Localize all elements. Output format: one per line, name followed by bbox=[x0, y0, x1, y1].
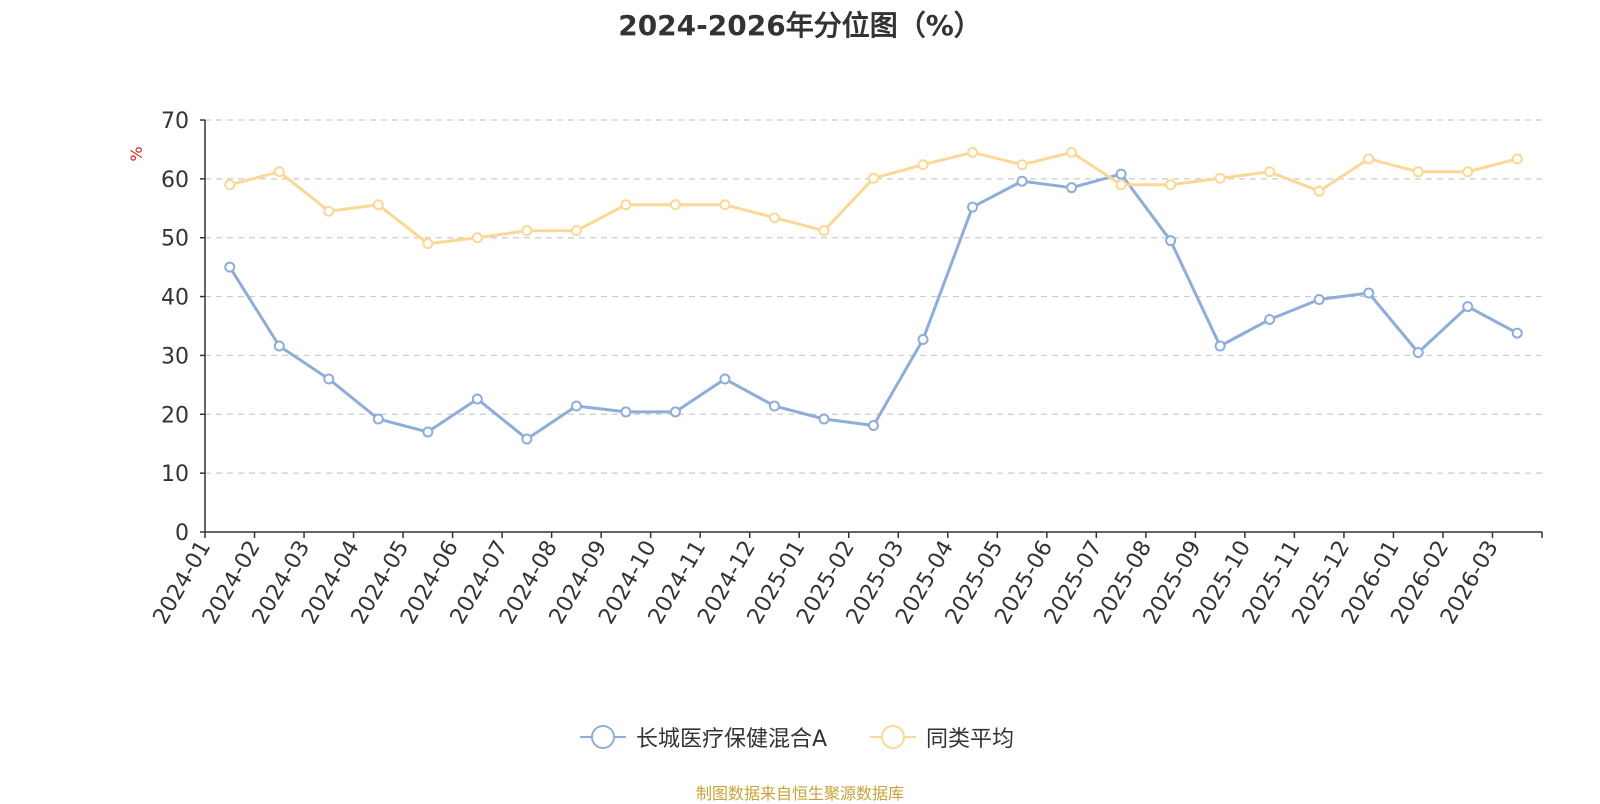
data-point[interactable] bbox=[1363, 153, 1375, 165]
data-point[interactable] bbox=[1511, 153, 1523, 165]
legend-marker-icon bbox=[580, 725, 626, 749]
data-point[interactable] bbox=[768, 212, 780, 224]
legend-label: 同类平均 bbox=[926, 727, 1015, 752]
data-point[interactable] bbox=[323, 205, 335, 217]
data-point[interactable] bbox=[273, 340, 285, 352]
data-point[interactable] bbox=[1363, 287, 1375, 299]
data-point[interactable] bbox=[1264, 314, 1276, 326]
data-point[interactable] bbox=[521, 225, 533, 237]
data-point[interactable] bbox=[868, 419, 879, 431]
y-tick-label: 10 bbox=[161, 462, 189, 487]
source-note: 制图数据来自恒生聚源数据库 bbox=[695, 784, 904, 803]
data-point[interactable] bbox=[620, 199, 632, 211]
data-point[interactable] bbox=[1016, 159, 1028, 171]
data-point[interactable] bbox=[1115, 168, 1127, 180]
data-point[interactable] bbox=[1115, 179, 1127, 191]
legend-item-series-1[interactable]: 长城医疗保健混合A bbox=[578, 722, 827, 752]
y-tick-label: 0 bbox=[175, 521, 189, 546]
x-tick-labels: 2024-012024-022024-032024-042024-052024-… bbox=[149, 537, 1504, 629]
chart-title: 2024-2026年分位图（%） bbox=[618, 9, 982, 42]
y-tick-label: 50 bbox=[161, 227, 189, 252]
data-point[interactable] bbox=[1511, 327, 1523, 339]
data-point[interactable] bbox=[1214, 340, 1226, 352]
data-point[interactable] bbox=[818, 225, 830, 237]
data-point[interactable] bbox=[1165, 235, 1177, 247]
data-point[interactable] bbox=[471, 232, 483, 244]
data-point[interactable] bbox=[1313, 185, 1325, 197]
data-point[interactable] bbox=[570, 225, 582, 237]
data-point[interactable] bbox=[372, 413, 384, 425]
data-point[interactable] bbox=[967, 146, 979, 158]
legend-marker-icon bbox=[870, 725, 916, 749]
legend-label: 长城医疗保健混合A bbox=[636, 727, 828, 752]
data-point[interactable] bbox=[273, 166, 285, 178]
data-point[interactable] bbox=[620, 406, 632, 418]
data-point[interactable] bbox=[1165, 179, 1177, 191]
data-point[interactable] bbox=[669, 406, 681, 418]
y-tick-label: 70 bbox=[161, 109, 189, 134]
data-point[interactable] bbox=[868, 172, 879, 184]
data-point[interactable] bbox=[719, 199, 731, 211]
axes bbox=[200, 119, 1543, 538]
data-point[interactable] bbox=[372, 199, 384, 211]
data-point[interactable] bbox=[818, 413, 830, 425]
series-line bbox=[229, 150, 1518, 246]
data-point[interactable] bbox=[471, 393, 483, 405]
y-tick-label: 60 bbox=[161, 168, 189, 193]
data-point[interactable] bbox=[917, 334, 929, 346]
data-point[interactable] bbox=[224, 179, 236, 191]
data-point[interactable] bbox=[1066, 146, 1078, 158]
data-point[interactable] bbox=[1462, 301, 1474, 313]
data-point[interactable] bbox=[1214, 172, 1226, 184]
data-point[interactable] bbox=[1016, 175, 1028, 187]
data-point[interactable] bbox=[1412, 166, 1424, 178]
data-point[interactable] bbox=[570, 400, 582, 412]
data-point[interactable] bbox=[1264, 166, 1276, 178]
y-tick-label: 20 bbox=[161, 403, 189, 428]
data-point[interactable] bbox=[422, 426, 434, 438]
data-point[interactable] bbox=[669, 199, 681, 211]
series-group bbox=[224, 146, 1523, 445]
data-point[interactable] bbox=[1066, 182, 1078, 194]
y-tick-labels: 0 10 20 30 40 50 60 70 bbox=[161, 109, 189, 546]
data-point[interactable] bbox=[422, 238, 434, 250]
legend-item-series-2[interactable]: 同类平均 bbox=[868, 722, 1014, 752]
series-1 bbox=[224, 168, 1523, 445]
data-point[interactable] bbox=[1412, 346, 1424, 358]
data-point[interactable] bbox=[967, 201, 979, 213]
y-tick-label: 40 bbox=[161, 286, 189, 311]
data-point[interactable] bbox=[521, 433, 533, 445]
data-point[interactable] bbox=[1313, 294, 1325, 306]
series-line bbox=[228, 172, 1518, 441]
data-point[interactable] bbox=[768, 400, 780, 412]
y-tick-label: 30 bbox=[161, 344, 189, 369]
data-point[interactable] bbox=[1462, 166, 1474, 178]
series-2 bbox=[224, 146, 1523, 250]
data-point[interactable] bbox=[719, 373, 731, 385]
data-point[interactable] bbox=[917, 159, 929, 171]
data-point[interactable] bbox=[323, 373, 335, 385]
y-axis-label: % bbox=[127, 146, 146, 161]
data-point[interactable] bbox=[224, 261, 236, 273]
